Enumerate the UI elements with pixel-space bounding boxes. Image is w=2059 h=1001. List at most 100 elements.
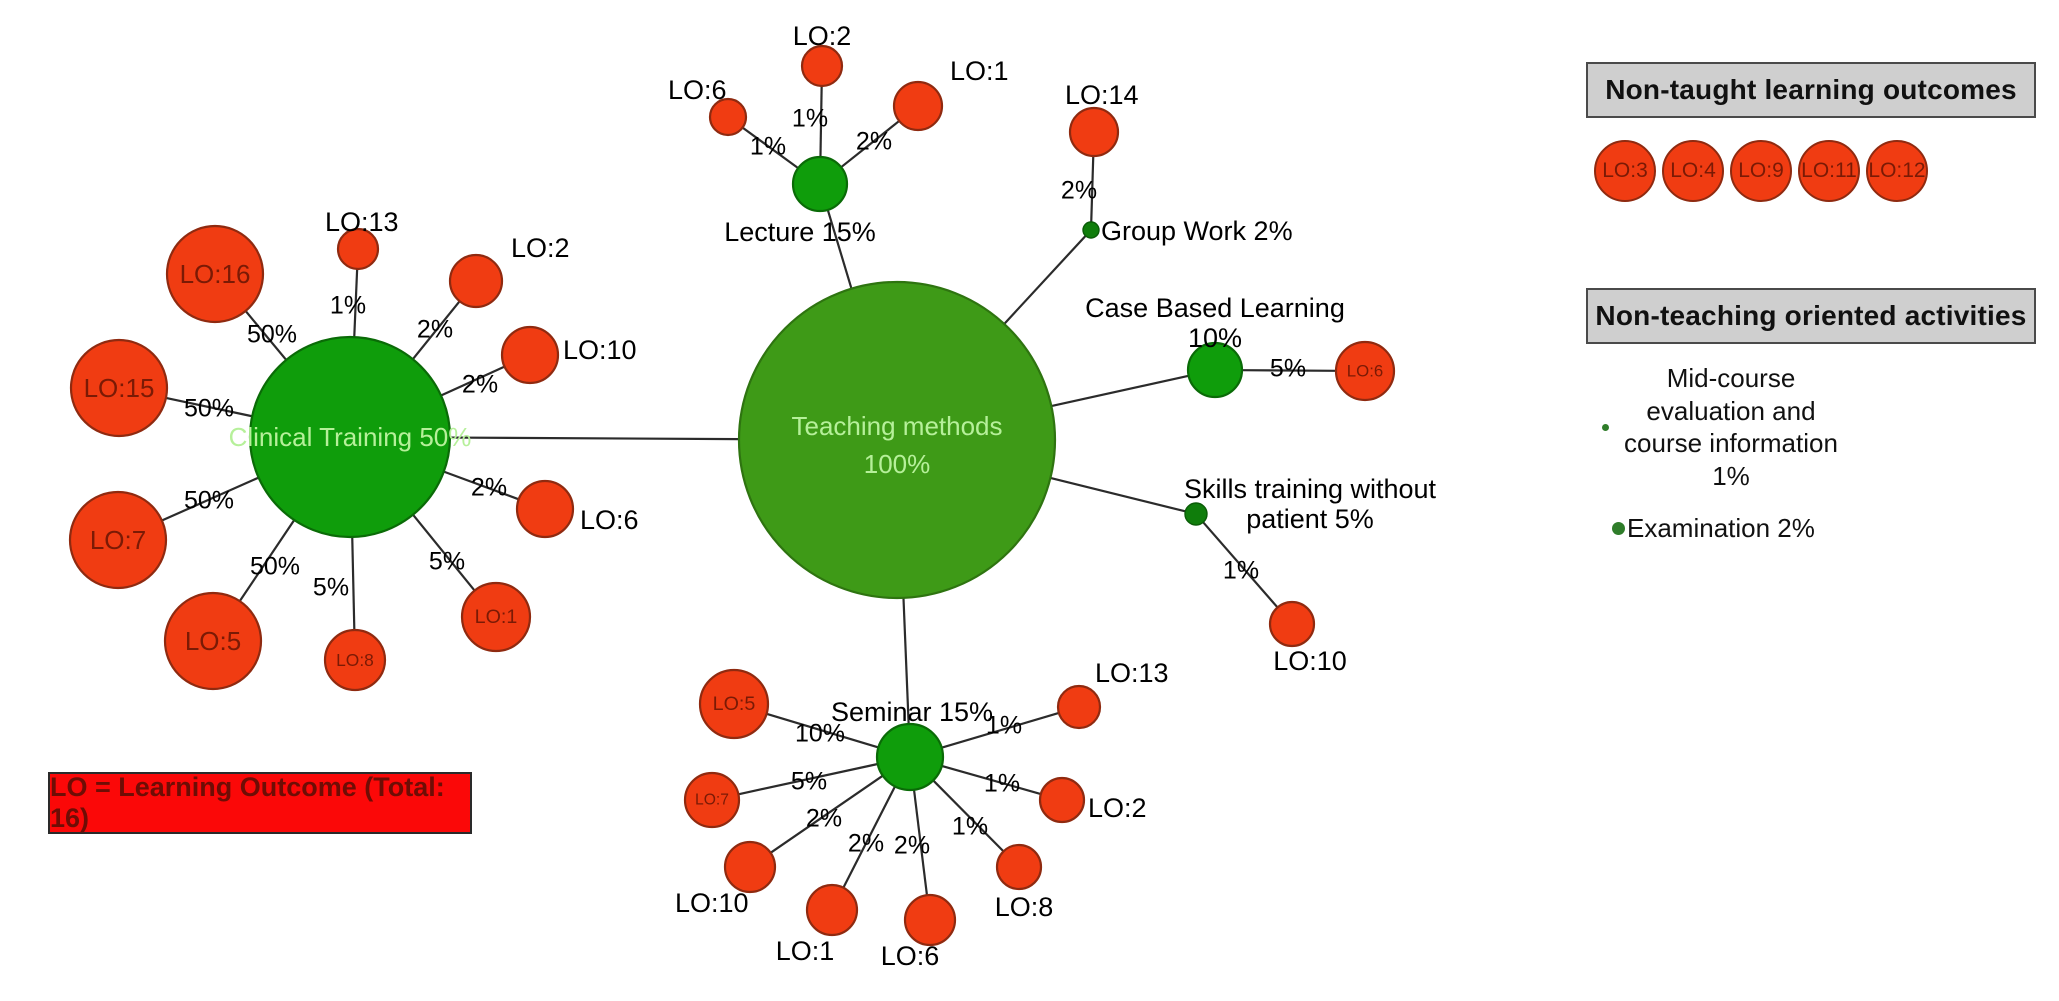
edge-percent-ct-lo8: 5% [313,574,349,602]
node-ct-lo13[interactable] [336,227,380,271]
edge-case-based-learning-to-cbl-lo6 [1241,369,1337,372]
legend-nontaught-header: Non-taught learning outcomes [1586,62,2036,118]
edge-clinical-training-to-ct-lo13 [353,268,359,338]
edge-percent-sem-lo5: 10% [795,720,845,748]
node-lecture[interactable] [791,155,849,213]
node-percent-teaching-methods: 100% [864,449,931,479]
edge-skills-training-to-st-lo10 [1202,521,1279,609]
node-sem-lo6[interactable] [903,893,957,947]
mid-course-line4: 1% [1712,460,1750,491]
node-gw-lo14[interactable] [1068,106,1120,158]
node-label-gw-lo14: LO:14 [1065,80,1139,110]
node-label-sem-lo2: LO:2 [1088,793,1147,823]
node-cbl-lo6[interactable] [1334,340,1396,402]
node-label-ct-lo1: LO:1 [475,606,518,628]
node-label-sem-lo6: LO:6 [881,941,940,971]
legend-item-examination: Examination 2% [1612,512,1815,545]
node-label-ct-lo2: LO:2 [511,233,570,263]
nontaught-circle-lo4[interactable]: LO:4 [1662,140,1724,202]
nontaught-circle-label: LO:3 [1602,159,1648,182]
node-sem-lo13[interactable] [1056,684,1102,730]
node-ct-lo5[interactable] [163,591,263,691]
edge-clinical-training-to-ct-lo5 [238,519,296,602]
edge-percent-sem-lo13: 1% [986,712,1022,740]
edge-clinical-training-to-ct-lo1 [412,513,476,592]
edge-percent-lec-lo1: 2% [856,128,892,156]
legend-item-mid-course-evaluation: Mid-course evaluation and course informa… [1602,362,1849,492]
legend-item-examination-label: Examination 2% [1627,513,1815,543]
mid-course-line3: course information [1624,428,1838,458]
edge-seminar-to-sem-lo8 [932,779,1005,853]
node-lec-lo2[interactable] [800,44,844,88]
node-ct-lo1[interactable] [460,581,532,653]
node-label-ct-lo8: LO:8 [336,650,374,670]
node-label-sem-lo8: LO:8 [995,892,1054,922]
edge-percent-ct-lo13: 1% [330,292,366,320]
labels-layer: 50%50%50%50%5%5%2%2%2%1%1%1%2%2%5%1%10%5… [84,21,1437,971]
node-ct-lo2[interactable] [448,253,504,309]
node-skills-training[interactable] [1184,502,1208,526]
node-sem-lo8[interactable] [995,843,1043,891]
node-label-lecture: Lecture 15% [724,217,876,247]
node-sem-lo10[interactable] [723,840,777,894]
node-seminar[interactable] [875,722,945,792]
edge-clinical-training-to-ct-lo8 [351,536,356,631]
edge-percent-gw-lo14: 2% [1061,177,1097,205]
edge-lecture-to-lec-lo1 [840,120,900,169]
edge-percent-ct-lo10: 2% [462,371,498,399]
node-clinical-training[interactable] [248,335,452,539]
edge-percent-sem-lo6: 2% [894,832,930,860]
node-teaching-methods[interactable] [737,280,1057,600]
nontaught-circle-lo12[interactable]: LO:12 [1866,140,1928,202]
edge-seminar-to-sem-lo6 [912,789,929,896]
nontaught-circle-lo3[interactable]: LO:3 [1594,140,1656,202]
nontaught-circle-label: LO:9 [1738,159,1784,182]
mid-course-line2: evaluation and [1646,395,1816,426]
node-ct-lo8[interactable] [323,628,387,692]
node-ct-lo15[interactable] [69,338,169,438]
mid-course-line1: Mid-course [1666,363,1796,393]
nodes-layer [68,44,1396,947]
node-sem-lo5[interactable] [698,668,770,740]
nontaught-circle-lo11[interactable]: LO:11 [1798,140,1860,202]
node-lec-lo6[interactable] [708,97,748,137]
node-label2-case-based-learning: 10% [1188,323,1242,353]
nontaught-circle-lo9[interactable]: LO:9 [1730,140,1792,202]
node-label-teaching-methods: Teaching methods [791,411,1002,441]
node-label-lec-lo1: LO:1 [950,56,1009,86]
node-sem-lo1[interactable] [805,883,859,937]
legend-nonteaching-items: Mid-course evaluation and course informa… [1594,356,2034,556]
edge-teaching-methods-to-skills-training [1050,476,1186,513]
green-dot-icon [1612,521,1625,535]
nontaught-circle-label: LO:11 [1801,159,1857,182]
node-case-based-learning[interactable] [1186,341,1244,399]
node-label-lec-lo2: LO:2 [793,21,852,51]
edge-percent-lec-lo6: 1% [750,133,786,161]
node-sem-lo2[interactable] [1038,776,1086,824]
node-label-sem-lo5: LO:5 [713,693,756,715]
node-label-ct-lo15: LO:15 [84,373,155,403]
edge-seminar-to-sem-lo7 [738,762,878,796]
node-label-sem-lo13: LO:13 [1095,658,1169,688]
node-label-group-work: Group Work 2% [1101,216,1293,246]
node-st-lo10[interactable] [1268,600,1316,648]
edge-percent-sem-lo8: 1% [952,813,988,841]
node-group-work[interactable] [1082,221,1100,239]
node-ct-lo10[interactable] [500,325,560,385]
node-label-ct-lo6: LO:6 [580,505,639,535]
edge-percent-lec-lo2: 1% [792,105,828,133]
edge-teaching-methods-to-clinical-training [449,436,740,441]
node-ct-lo7[interactable] [68,490,168,590]
edge-seminar-to-sem-lo2 [941,764,1042,796]
edge-percent-sem-lo2: 1% [984,770,1020,798]
node-lec-lo1[interactable] [892,80,944,132]
node-label-ct-lo10: LO:10 [563,335,637,365]
edge-seminar-to-sem-lo10 [769,774,884,854]
edge-clinical-training-to-ct-lo2 [411,300,461,360]
node-sem-lo7[interactable] [683,771,741,829]
node-ct-lo6[interactable] [515,479,575,539]
edge-clinical-training-to-ct-lo10 [440,365,505,397]
edge-percent-ct-lo7: 50% [184,487,234,515]
learning-outcome-key-box: LO = Learning Outcome (Total: 16) [48,772,472,834]
node-ct-lo16[interactable] [165,224,265,324]
